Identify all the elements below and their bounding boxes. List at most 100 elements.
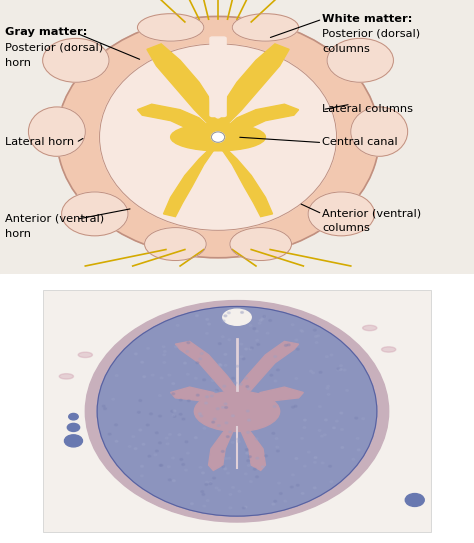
Polygon shape <box>175 342 242 401</box>
Ellipse shape <box>246 449 248 451</box>
Ellipse shape <box>356 438 359 439</box>
Ellipse shape <box>141 361 144 363</box>
Ellipse shape <box>108 433 111 435</box>
Ellipse shape <box>186 374 189 375</box>
Ellipse shape <box>43 39 109 82</box>
Ellipse shape <box>355 417 358 419</box>
Ellipse shape <box>245 377 247 379</box>
Ellipse shape <box>145 228 206 261</box>
Ellipse shape <box>269 319 272 321</box>
Ellipse shape <box>227 435 229 438</box>
Ellipse shape <box>182 464 185 465</box>
Ellipse shape <box>232 487 235 488</box>
Ellipse shape <box>194 377 197 379</box>
Ellipse shape <box>405 494 424 507</box>
Ellipse shape <box>215 487 218 489</box>
Ellipse shape <box>218 489 220 491</box>
Ellipse shape <box>232 14 299 41</box>
Ellipse shape <box>97 306 377 516</box>
Ellipse shape <box>162 346 165 348</box>
Ellipse shape <box>160 377 163 379</box>
Ellipse shape <box>351 107 408 156</box>
Ellipse shape <box>64 435 82 447</box>
Ellipse shape <box>171 123 265 151</box>
Ellipse shape <box>241 312 244 313</box>
Ellipse shape <box>313 329 316 331</box>
Ellipse shape <box>292 324 294 326</box>
Ellipse shape <box>172 414 175 416</box>
Ellipse shape <box>57 16 379 258</box>
Ellipse shape <box>132 435 135 438</box>
Ellipse shape <box>143 376 146 377</box>
Ellipse shape <box>242 358 245 359</box>
Ellipse shape <box>173 410 176 412</box>
Ellipse shape <box>255 438 258 440</box>
Ellipse shape <box>224 403 227 405</box>
Ellipse shape <box>221 451 224 452</box>
Ellipse shape <box>100 44 337 230</box>
Text: horn: horn <box>5 58 31 67</box>
Ellipse shape <box>246 410 249 412</box>
Ellipse shape <box>187 400 190 402</box>
Ellipse shape <box>330 481 333 483</box>
Ellipse shape <box>363 325 377 331</box>
Ellipse shape <box>179 399 182 401</box>
Ellipse shape <box>231 441 234 443</box>
Ellipse shape <box>128 445 131 447</box>
Polygon shape <box>213 146 273 217</box>
Ellipse shape <box>313 487 316 489</box>
Ellipse shape <box>330 354 333 356</box>
Ellipse shape <box>146 424 149 426</box>
Ellipse shape <box>327 386 329 387</box>
Ellipse shape <box>295 458 298 459</box>
Ellipse shape <box>382 347 396 352</box>
Ellipse shape <box>272 503 275 505</box>
Ellipse shape <box>307 451 310 453</box>
Ellipse shape <box>317 335 319 337</box>
Ellipse shape <box>178 434 181 435</box>
Ellipse shape <box>225 458 228 459</box>
Ellipse shape <box>158 395 161 396</box>
Ellipse shape <box>308 192 374 236</box>
Ellipse shape <box>242 507 245 509</box>
Ellipse shape <box>287 344 290 346</box>
Ellipse shape <box>112 399 115 400</box>
Ellipse shape <box>274 380 277 382</box>
Ellipse shape <box>274 500 277 502</box>
Ellipse shape <box>137 14 204 41</box>
Polygon shape <box>232 419 265 470</box>
Ellipse shape <box>172 383 175 384</box>
Ellipse shape <box>186 452 189 454</box>
Ellipse shape <box>343 369 346 371</box>
Ellipse shape <box>104 408 107 409</box>
Ellipse shape <box>303 427 306 428</box>
Ellipse shape <box>234 382 237 384</box>
Ellipse shape <box>209 483 212 484</box>
Polygon shape <box>232 342 299 401</box>
Ellipse shape <box>315 336 318 337</box>
Ellipse shape <box>203 427 206 430</box>
Ellipse shape <box>253 328 255 330</box>
Ellipse shape <box>249 325 252 326</box>
Polygon shape <box>209 419 242 470</box>
Ellipse shape <box>237 441 240 443</box>
Ellipse shape <box>256 457 259 459</box>
Ellipse shape <box>141 465 144 467</box>
Text: Anterior (ventral): Anterior (ventral) <box>5 214 104 224</box>
Ellipse shape <box>237 438 240 440</box>
Ellipse shape <box>173 415 176 418</box>
Ellipse shape <box>362 418 365 420</box>
Polygon shape <box>147 44 223 129</box>
Ellipse shape <box>179 413 182 415</box>
Ellipse shape <box>312 372 315 374</box>
Ellipse shape <box>319 406 321 408</box>
Text: White matter:: White matter: <box>322 14 413 24</box>
Ellipse shape <box>208 323 210 325</box>
Ellipse shape <box>174 346 177 348</box>
Ellipse shape <box>230 228 292 261</box>
Ellipse shape <box>256 339 259 341</box>
Ellipse shape <box>276 369 279 371</box>
Ellipse shape <box>206 318 209 320</box>
Ellipse shape <box>292 406 294 408</box>
Ellipse shape <box>321 462 324 464</box>
